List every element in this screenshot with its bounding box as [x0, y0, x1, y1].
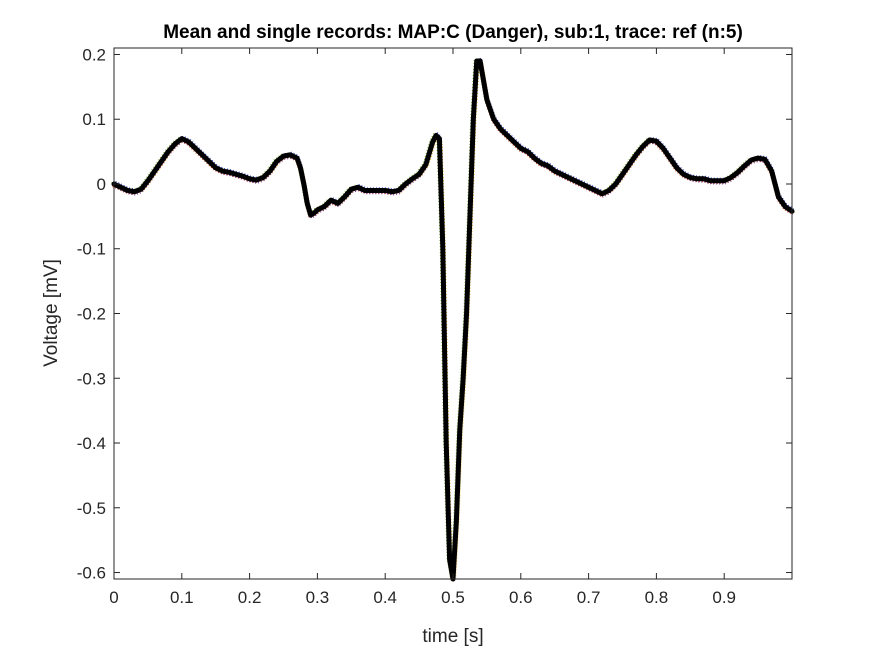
y-tick-label: 0.1 — [82, 110, 106, 129]
chart-title: Mean and single records: MAP:C (Danger),… — [163, 22, 743, 43]
x-axis-ticks: 0 0.1 0.2 0.3 0.4 0.5 0.6 0.7 0.8 0.9 — [109, 48, 736, 607]
x-tick-label: 0.1 — [170, 588, 194, 607]
plot-area — [114, 48, 792, 579]
x-tick-label: 0.2 — [238, 588, 262, 607]
x-tick-label: 0.4 — [373, 588, 397, 607]
y-tick-label: -0.3 — [77, 369, 106, 388]
x-tick-label: 0.3 — [306, 588, 330, 607]
y-axis-label: Voltage [mV] — [41, 259, 62, 367]
y-tick-label: -0.2 — [77, 305, 106, 324]
x-axis-label: time [s] — [422, 626, 483, 647]
x-tick-label: 0.5 — [441, 588, 465, 607]
y-tick-label: -0.6 — [77, 564, 106, 583]
y-tick-label: -0.5 — [77, 499, 106, 518]
x-tick-label: 0 — [109, 588, 118, 607]
x-tick-label: 0.6 — [509, 588, 533, 607]
x-tick-label: 0.9 — [712, 588, 736, 607]
y-axis-ticks: 0.2 0.1 0 -0.1 -0.2 -0.3 -0.4 -0.5 -0.6 — [77, 45, 792, 583]
mean-trace-line — [111, 58, 795, 582]
y-tick-label: -0.1 — [77, 240, 106, 259]
mean-trace-layer — [111, 58, 795, 582]
x-tick-label: 0.8 — [645, 588, 669, 607]
y-tick-label: -0.4 — [77, 434, 106, 453]
y-tick-label: 0.2 — [82, 45, 106, 64]
y-tick-label: 0 — [97, 175, 106, 194]
x-tick-label: 0.7 — [577, 588, 601, 607]
